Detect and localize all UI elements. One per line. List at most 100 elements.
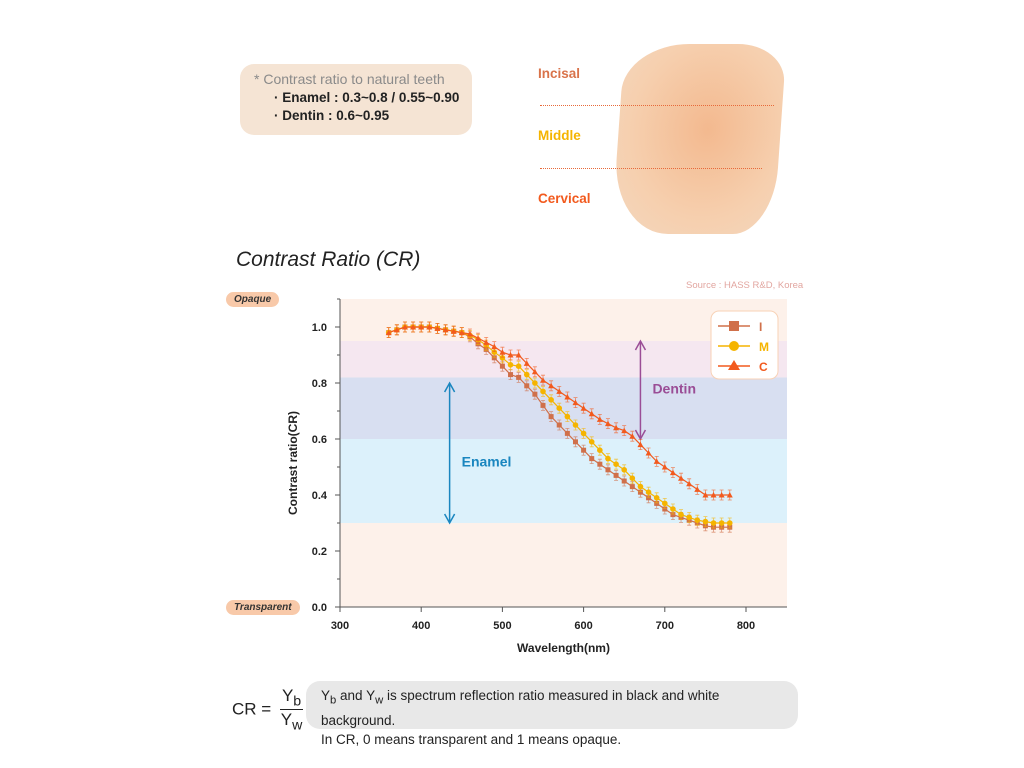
data-point-C bbox=[588, 410, 595, 417]
data-point-C bbox=[491, 343, 498, 350]
data-point-C bbox=[629, 433, 636, 439]
data-point-M bbox=[548, 397, 554, 403]
y-tick-label: 0.0 bbox=[312, 602, 327, 614]
data-point-C bbox=[678, 475, 685, 481]
data-point-C bbox=[661, 464, 668, 470]
data-point-I bbox=[508, 372, 514, 378]
data-point-C bbox=[686, 480, 693, 487]
x-axis-label: Wavelength(nm) bbox=[517, 641, 610, 655]
desc-sub: w bbox=[375, 694, 384, 707]
y-tick-label: 0.4 bbox=[312, 490, 328, 502]
formula-num-sub: b bbox=[293, 693, 302, 710]
formula-lhs: CR = bbox=[232, 699, 272, 719]
data-point-I bbox=[654, 500, 660, 506]
data-point-C bbox=[385, 329, 392, 336]
data-point-I bbox=[621, 478, 627, 484]
x-tick-label: 300 bbox=[331, 620, 349, 632]
data-point-I bbox=[605, 467, 611, 473]
data-point-C bbox=[540, 377, 546, 383]
zone-divider bbox=[540, 105, 774, 106]
data-point-C bbox=[556, 388, 563, 394]
data-point-M bbox=[629, 475, 636, 482]
data-point-C bbox=[710, 492, 717, 498]
data-point-C bbox=[410, 324, 417, 330]
data-point-I bbox=[540, 402, 546, 408]
zone-middle: Middle bbox=[538, 128, 581, 143]
data-point-M bbox=[605, 455, 611, 462]
data-point-C bbox=[450, 328, 457, 334]
data-point-I bbox=[670, 512, 676, 518]
formula-den: Y bbox=[280, 710, 293, 730]
data-point-C bbox=[637, 441, 644, 448]
cr-description: Yb and Yw is spectrum reflection ratio m… bbox=[306, 681, 798, 747]
data-point-M bbox=[726, 520, 733, 526]
data-point-M bbox=[597, 447, 603, 454]
data-point-M bbox=[491, 349, 498, 356]
data-point-I bbox=[499, 363, 505, 369]
data-point-C bbox=[401, 324, 408, 330]
legend bbox=[710, 310, 779, 380]
data-point-I bbox=[516, 374, 522, 380]
data-point-I bbox=[564, 430, 570, 436]
data-point-M bbox=[694, 517, 701, 523]
formula-num: Y bbox=[281, 686, 294, 705]
data-point-I bbox=[637, 489, 643, 495]
x-tick-label: 500 bbox=[493, 620, 511, 632]
note-dentin: · Dentin : 0.6~0.95 bbox=[274, 108, 390, 123]
desc-line2: In CR, 0 means transparent and 1 means o… bbox=[321, 731, 622, 747]
data-point-M bbox=[580, 430, 587, 437]
legend-label-C: C bbox=[759, 360, 768, 374]
data-point-I bbox=[556, 422, 562, 428]
legend-triangle-icon bbox=[728, 360, 740, 370]
zone-incisal: Incisal bbox=[538, 66, 581, 81]
data-point-M bbox=[653, 495, 660, 501]
data-point-C bbox=[418, 324, 425, 330]
data-point-C bbox=[393, 326, 400, 333]
data-point-C bbox=[604, 420, 611, 427]
data-point-M bbox=[588, 439, 595, 445]
data-point-I bbox=[532, 391, 538, 397]
data-point-M bbox=[523, 371, 530, 378]
data-point-C bbox=[466, 331, 473, 337]
legend-label-M: M bbox=[759, 340, 769, 354]
data-point-M bbox=[556, 405, 563, 412]
data-point-M bbox=[621, 467, 627, 473]
source-note: Source : HASS R&D, Korea bbox=[686, 280, 804, 291]
data-point-M bbox=[645, 489, 652, 496]
data-point-I bbox=[589, 456, 595, 462]
data-point-C bbox=[458, 329, 465, 336]
chart-title: Contrast Ratio (CR) bbox=[236, 248, 421, 271]
data-point-C bbox=[499, 349, 506, 355]
desc-text: and Y bbox=[336, 688, 376, 703]
data-point-I bbox=[572, 439, 578, 445]
y-tick-label: 0.8 bbox=[312, 378, 327, 390]
data-point-C bbox=[726, 492, 733, 498]
data-point-C bbox=[475, 335, 482, 341]
legend-label-I: I bbox=[759, 320, 762, 334]
data-point-M bbox=[540, 388, 546, 395]
zone-divider bbox=[540, 168, 762, 169]
x-tick-label: 700 bbox=[656, 620, 674, 632]
x-tick-label: 400 bbox=[412, 620, 430, 632]
data-point-M bbox=[507, 362, 514, 368]
data-point-M bbox=[702, 518, 709, 525]
transparent-label: Transparent bbox=[226, 600, 300, 615]
data-point-M bbox=[710, 520, 717, 526]
desc-text: Y bbox=[321, 688, 331, 703]
data-point-C bbox=[596, 416, 603, 422]
cr-band bbox=[340, 439, 787, 523]
data-point-M bbox=[613, 461, 619, 468]
note-enamel: · Enamel : 0.3~0.8 / 0.55~0.90 bbox=[274, 90, 460, 105]
data-point-C bbox=[515, 352, 522, 358]
y-tick-label: 1.0 bbox=[312, 322, 327, 334]
legend-square-icon bbox=[729, 321, 739, 331]
y-axis-label: Contrast ratio(CR) bbox=[286, 411, 300, 515]
data-point-C bbox=[613, 424, 620, 431]
data-point-I bbox=[548, 414, 554, 420]
data-point-M bbox=[564, 413, 571, 420]
data-point-I bbox=[597, 461, 603, 467]
data-point-C bbox=[426, 324, 433, 330]
data-point-M bbox=[515, 363, 522, 370]
note-title: * Contrast ratio to natural teeth bbox=[254, 71, 445, 87]
